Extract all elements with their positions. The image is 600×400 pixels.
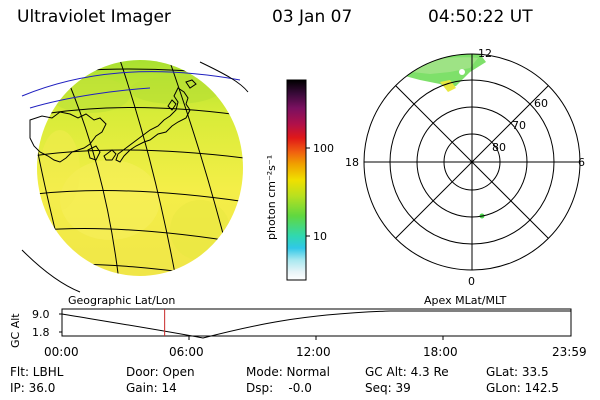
colorbar-unit-label: photon cm⁻²s⁻¹	[265, 154, 278, 240]
colorbar-tick-10: 10	[313, 230, 327, 243]
door-status: Door: Open	[126, 365, 195, 379]
glon-status: GLon: 142.5	[486, 381, 559, 395]
mlt-label-6: 6	[578, 156, 585, 169]
x-tick-1200: 12:00	[296, 345, 331, 359]
y-tick-9-0: 9.0	[32, 308, 50, 321]
polar-plot	[363, 53, 581, 271]
coastlines	[29, 79, 197, 163]
timeline-axis-label: GC Alt	[9, 313, 22, 348]
x-tick-1800: 18:00	[423, 345, 458, 359]
gc-alt-status: GC Alt: 4.3 Re	[365, 365, 449, 379]
colorbar-tick-100: 100	[313, 142, 334, 155]
x-tick-0600: 06:00	[169, 345, 204, 359]
filter-status: Flt: LBHL	[10, 365, 64, 379]
colorbar	[286, 79, 310, 281]
timeline-plot	[59, 308, 572, 340]
glat-status: GLat: 33.5	[486, 365, 549, 379]
y-tick-1-8: 1.8	[32, 326, 50, 339]
seq-status: Seq: 39	[365, 381, 411, 395]
mlt-label-18: 18	[345, 156, 359, 169]
geographic-caption: Geographic Lat/Lon	[68, 294, 176, 307]
observation-time: 04:50:22 UT	[428, 7, 533, 27]
gain-status: Gain: 14	[126, 381, 177, 395]
lat-label-60: 60	[534, 97, 548, 110]
ip-status: IP: 36.0	[10, 381, 56, 395]
apex-caption: Apex MLat/MLT	[424, 294, 507, 307]
dsp-status: Dsp: -0.0	[246, 381, 312, 395]
orbit-tracks	[21, 71, 241, 109]
x-tick-2359: 23:59	[552, 345, 587, 359]
lat-label-70: 70	[512, 119, 526, 132]
lat-label-80: 80	[492, 141, 506, 154]
mlt-label-0: 0	[468, 275, 475, 288]
polar-grid	[363, 53, 581, 271]
instrument-title: Ultraviolet Imager	[17, 7, 171, 27]
mlt-label-12: 12	[478, 47, 492, 60]
observation-date: 03 Jan 07	[272, 7, 353, 27]
x-tick-0000: 00:00	[44, 345, 79, 359]
earth-image	[21, 60, 249, 293]
mode-status: Mode: Normal	[246, 365, 330, 379]
